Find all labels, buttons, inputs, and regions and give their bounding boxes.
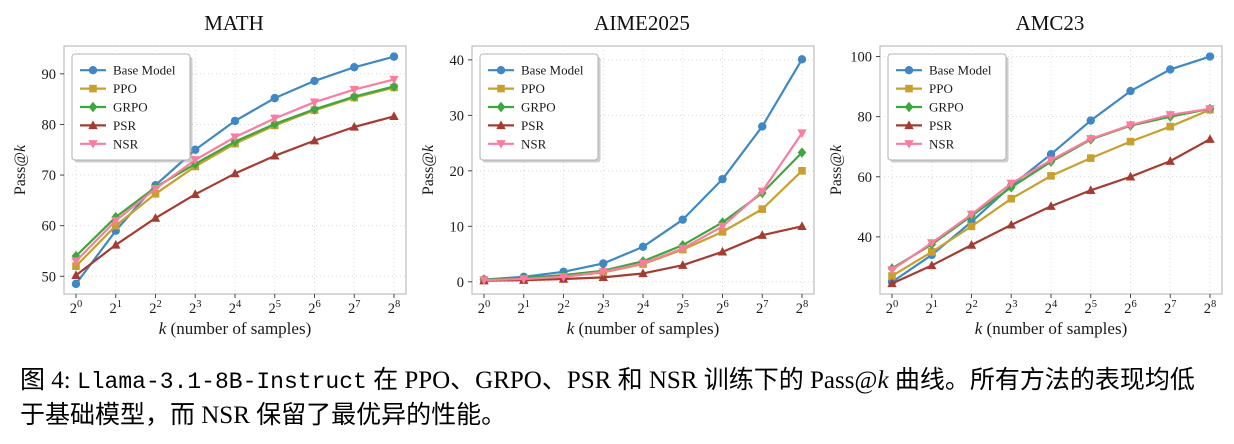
svg-text:10: 10: [450, 219, 465, 235]
svg-text:28: 28: [1204, 299, 1217, 317]
legend-label: NSR: [929, 136, 955, 151]
svg-text:28: 28: [388, 299, 401, 317]
svg-text:60: 60: [858, 170, 873, 186]
legend-label: Base Model: [113, 63, 176, 78]
chart-amc23: AMC23 20 21 22 23 24 25 26 27 28 40 60 80 100 k (numb…: [826, 10, 1230, 340]
svg-text:21: 21: [518, 299, 531, 317]
svg-text:26: 26: [308, 299, 321, 317]
svg-text:20: 20: [478, 299, 491, 317]
svg-text:21: 21: [926, 299, 939, 317]
svg-text:80: 80: [42, 117, 57, 133]
legend-label: NSR: [113, 136, 139, 151]
svg-text:28: 28: [796, 299, 809, 317]
svg-text:24: 24: [229, 299, 242, 317]
series-nsr: [479, 129, 807, 286]
svg-text:21: 21: [110, 299, 123, 317]
chart-aime2025: AIME2025 20 21 22 23 24 25 26 27 28 0 10 20 30 40 k (n…: [418, 10, 822, 340]
svg-text:40: 40: [858, 230, 873, 246]
svg-text:30: 30: [450, 108, 465, 124]
svg-text:40: 40: [450, 53, 465, 69]
y-axis-label: Pass@k: [828, 144, 845, 195]
caption-suffix: 曲线。所有方法的表现均低于基础模型，而 NSR 保留了最优异的性能。: [20, 367, 1195, 429]
svg-text:26: 26: [716, 299, 729, 317]
svg-text:27: 27: [756, 299, 769, 317]
legend: Base Model PPO GRPO PSR NSR: [887, 53, 1009, 163]
caption-model-name: Llama-3.1-8B-Instruct: [76, 369, 367, 395]
legend-label: PSR: [929, 118, 952, 133]
tick-marks: [876, 56, 1211, 298]
svg-text:23: 23: [189, 299, 202, 317]
chart-title-math: MATH: [204, 11, 264, 35]
series-psr: [887, 134, 1215, 288]
svg-text:22: 22: [557, 299, 570, 317]
series-base-model: [479, 55, 807, 284]
svg-text:22: 22: [965, 299, 978, 317]
caption-prefix: 图 4:: [20, 367, 77, 394]
chart-math: MATH 20 21 22 23 24 25 26 27 28 50 60 70 80 90 k (numb…: [10, 10, 414, 340]
tick-marks: [60, 73, 395, 298]
svg-text:24: 24: [1045, 299, 1058, 317]
svg-text:0: 0: [457, 275, 464, 291]
svg-text:23: 23: [1005, 299, 1018, 317]
legend-label: GRPO: [113, 100, 148, 115]
legend-label: PPO: [521, 81, 545, 96]
x-axis-label: k (number of samples): [159, 319, 311, 338]
caption-middle: 在 PPO、GRPO、PSR 和 NSR 训练下的 Pass@: [366, 367, 878, 394]
charts-row: MATH 20 21 22 23 24 25 26 27 28 50 60 70 80 90 k (numb…: [10, 10, 1230, 340]
svg-text:50: 50: [42, 269, 57, 285]
svg-text:70: 70: [42, 168, 57, 184]
svg-text:25: 25: [269, 299, 282, 317]
caption-italic-k: k: [877, 367, 889, 394]
x-axis-label: k (number of samples): [567, 319, 719, 338]
series-psr: [71, 111, 399, 279]
y-axis-label: Pass@k: [12, 144, 29, 195]
svg-text:20: 20: [886, 299, 899, 317]
amc23-plot: 20 21 22 23 24 25 26 27 28 40 60 80 100 k (number of …: [828, 45, 1223, 338]
figure-caption: 图 4: Llama-3.1-8B-Instruct 在 PPO、GRPO、PS…: [20, 364, 1218, 433]
legend-label: PSR: [521, 118, 544, 133]
tick-marks: [468, 59, 803, 298]
chart-title-amc23: AMC23: [1015, 11, 1085, 35]
legend-label: Base Model: [929, 63, 992, 78]
svg-text:27: 27: [348, 299, 361, 317]
legend-label: PPO: [113, 81, 137, 96]
svg-text:22: 22: [149, 299, 162, 317]
svg-text:20: 20: [70, 299, 83, 317]
math-plot: 20 21 22 23 24 25 26 27 28 50 60 70 80 90 k (number of…: [12, 45, 407, 338]
svg-text:26: 26: [1124, 299, 1137, 317]
legend: Base Model PPO GRPO PSR NSR: [479, 53, 601, 163]
svg-text:80: 80: [858, 110, 873, 126]
legend: Base Model PPO GRPO PSR NSR: [71, 53, 193, 163]
legend-label: NSR: [521, 136, 547, 151]
aime2025-plot: 20 21 22 23 24 25 26 27 28 0 10 20 30 40 k (number of …: [420, 45, 815, 338]
svg-text:23: 23: [597, 299, 610, 317]
svg-text:90: 90: [42, 67, 57, 83]
tick-labels: 20 21 22 23 24 25 26 27 28 0 10 20 30 40: [450, 53, 809, 317]
svg-text:27: 27: [1164, 299, 1177, 317]
svg-text:24: 24: [637, 299, 650, 317]
svg-text:25: 25: [1085, 299, 1098, 317]
legend-label: GRPO: [929, 100, 964, 115]
svg-text:100: 100: [850, 50, 872, 66]
svg-text:60: 60: [42, 219, 57, 235]
svg-text:25: 25: [677, 299, 690, 317]
legend-label: PSR: [113, 118, 136, 133]
svg-text:20: 20: [450, 164, 465, 180]
series-nsr: [887, 105, 1215, 275]
chart-title-aime2025: AIME2025: [594, 11, 690, 35]
legend-label: Base Model: [521, 63, 584, 78]
x-axis-label: k (number of samples): [975, 319, 1127, 338]
series-nsr: [71, 75, 399, 267]
legend-label: GRPO: [521, 100, 556, 115]
legend-label: PPO: [929, 81, 953, 96]
y-axis-label: Pass@k: [420, 144, 437, 195]
